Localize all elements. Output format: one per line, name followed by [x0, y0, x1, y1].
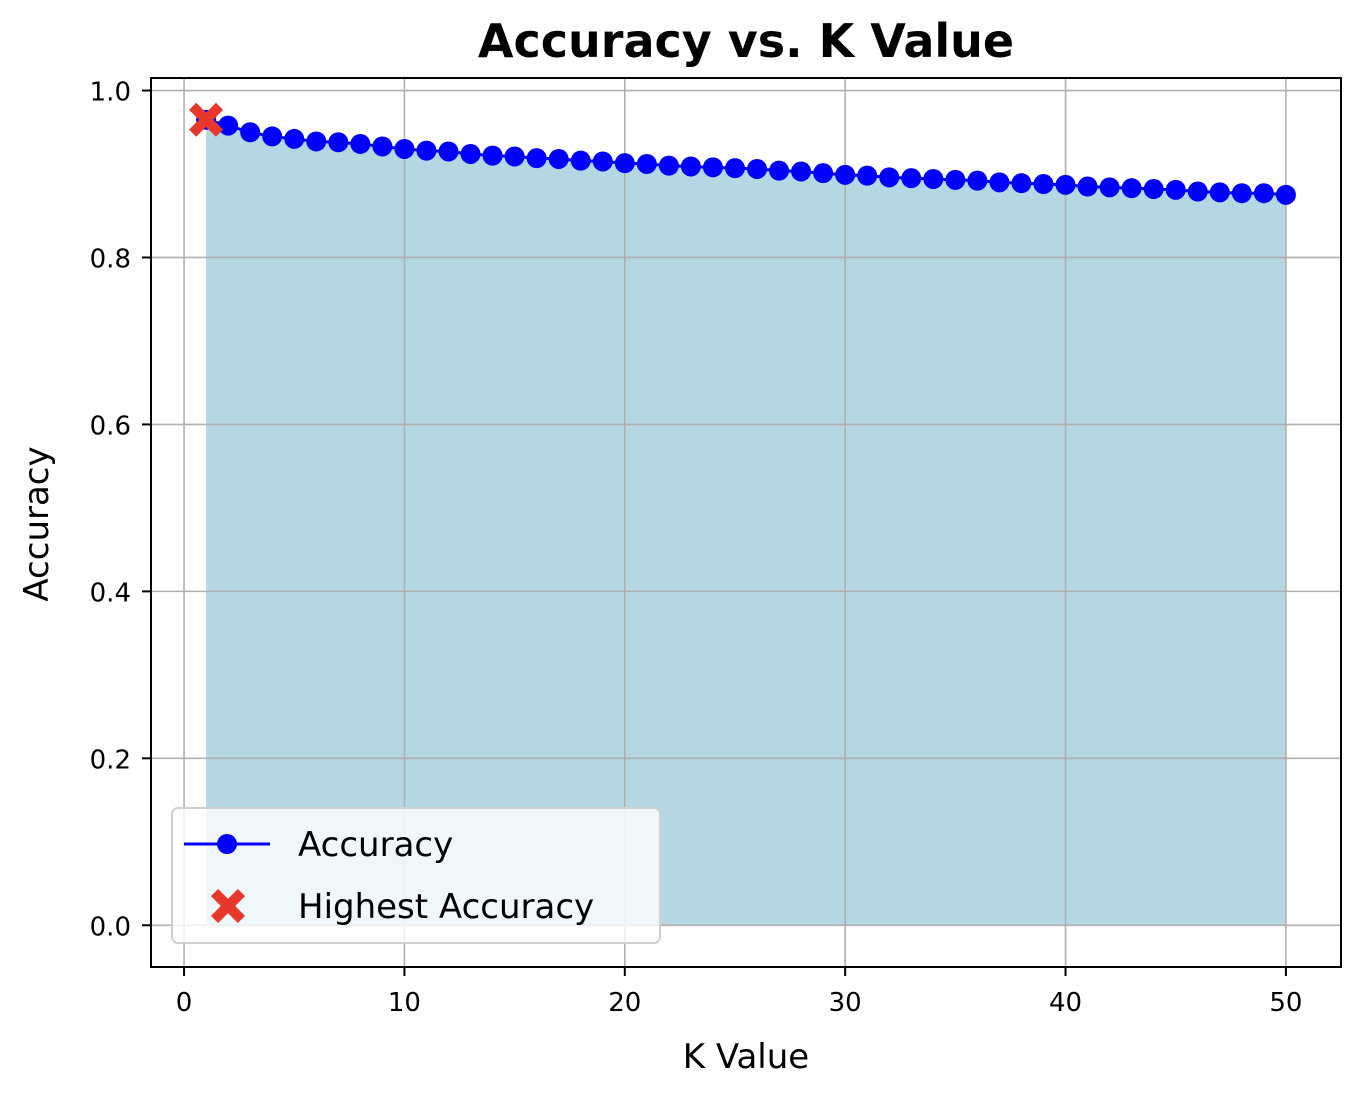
accuracy-point-k21 — [636, 153, 657, 174]
accuracy-point-k40 — [1055, 174, 1076, 195]
accuracy-point-k42 — [1099, 177, 1120, 198]
accuracy-point-k23 — [680, 156, 701, 177]
accuracy-point-k25 — [724, 158, 745, 179]
legend: Accuracy Highest Accuracy — [171, 807, 661, 944]
x-tick-label-50: 50 — [1269, 988, 1302, 1018]
accuracy-point-k44 — [1143, 179, 1164, 200]
x-tick-label-40: 40 — [1049, 988, 1082, 1018]
accuracy-area-fill — [206, 119, 1286, 926]
accuracy-point-k32 — [879, 167, 900, 188]
accuracy-point-k19 — [592, 151, 613, 172]
accuracy-point-k15 — [504, 146, 525, 167]
y-tick-label-0.6: 0.6 — [90, 411, 131, 441]
legend-box — [171, 807, 661, 944]
accuracy-point-k47 — [1209, 182, 1230, 203]
legend-accuracy-marker-swatch — [217, 834, 237, 854]
accuracy-point-k18 — [570, 150, 591, 171]
accuracy-point-k48 — [1231, 183, 1252, 204]
accuracy-point-k12 — [438, 141, 459, 162]
accuracy-point-k22 — [658, 155, 679, 176]
accuracy-point-k3 — [240, 122, 261, 143]
accuracy-point-k43 — [1121, 178, 1142, 199]
legend-highest-accuracy-swatch — [211, 889, 245, 923]
accuracy-point-k36 — [967, 170, 988, 191]
x-tick-label-30: 30 — [829, 988, 862, 1018]
accuracy-point-k33 — [901, 168, 922, 189]
y-tick-label-0.8: 0.8 — [90, 244, 131, 274]
accuracy-point-k10 — [394, 138, 415, 159]
y-axis-label: Accuracy — [17, 446, 57, 601]
axes: 0 10 20 30 40 50 0.0 0.2 0.4 0.6 0.8 1.0 — [90, 77, 1342, 1018]
x-tick-label-20: 20 — [608, 988, 641, 1018]
accuracy-point-k29 — [813, 163, 834, 184]
accuracy-point-k38 — [1011, 173, 1032, 194]
accuracy-point-k7 — [328, 132, 349, 153]
accuracy-point-k5 — [284, 128, 305, 149]
accuracy-point-k46 — [1187, 181, 1208, 202]
accuracy-point-k6 — [306, 131, 327, 152]
accuracy-point-k39 — [1033, 174, 1054, 195]
chart-title: Accuracy vs. K Value — [478, 14, 1014, 68]
highest-accuracy-marker — [189, 102, 224, 137]
accuracy-point-k45 — [1165, 179, 1186, 200]
y-tick-label-0.2: 0.2 — [90, 745, 131, 775]
accuracy-point-k8 — [350, 133, 371, 154]
accuracy-point-k27 — [769, 160, 790, 181]
legend-label-accuracy: Accuracy — [298, 825, 453, 865]
x-tick-label-0: 0 — [176, 988, 193, 1018]
accuracy-point-k20 — [614, 153, 635, 174]
accuracy-point-k50 — [1275, 184, 1296, 205]
legend-label-highest-accuracy: Highest Accuracy — [298, 887, 594, 927]
accuracy-point-k49 — [1253, 183, 1274, 204]
accuracy-point-k9 — [372, 136, 393, 157]
accuracy-point-k11 — [416, 140, 437, 161]
axes-frame — [150, 77, 1342, 968]
plot-area — [151, 78, 1341, 967]
accuracy-point-k37 — [989, 172, 1010, 193]
accuracy-point-k41 — [1077, 176, 1098, 197]
accuracy-point-k16 — [526, 148, 547, 169]
accuracy-point-k28 — [791, 161, 812, 182]
accuracy-point-k4 — [262, 126, 283, 147]
accuracy-point-k2 — [218, 115, 239, 136]
accuracy-point-k30 — [835, 164, 856, 185]
y-tick-label-0.0: 0.0 — [90, 912, 131, 942]
y-tick-label-1.0: 1.0 — [90, 78, 131, 108]
accuracy-point-k26 — [747, 158, 768, 179]
x-axis-label: K Value — [683, 1037, 809, 1077]
accuracy-point-k17 — [548, 148, 569, 169]
y-tick-label-0.4: 0.4 — [90, 578, 131, 608]
accuracy-point-k34 — [923, 169, 944, 190]
accuracy-point-k31 — [857, 165, 878, 186]
x-tick-label-10: 10 — [388, 988, 421, 1018]
accuracy-point-k35 — [945, 169, 966, 190]
accuracy-point-k14 — [482, 145, 503, 166]
accuracy-point-k24 — [702, 157, 723, 178]
accuracy-point-k13 — [460, 143, 481, 164]
